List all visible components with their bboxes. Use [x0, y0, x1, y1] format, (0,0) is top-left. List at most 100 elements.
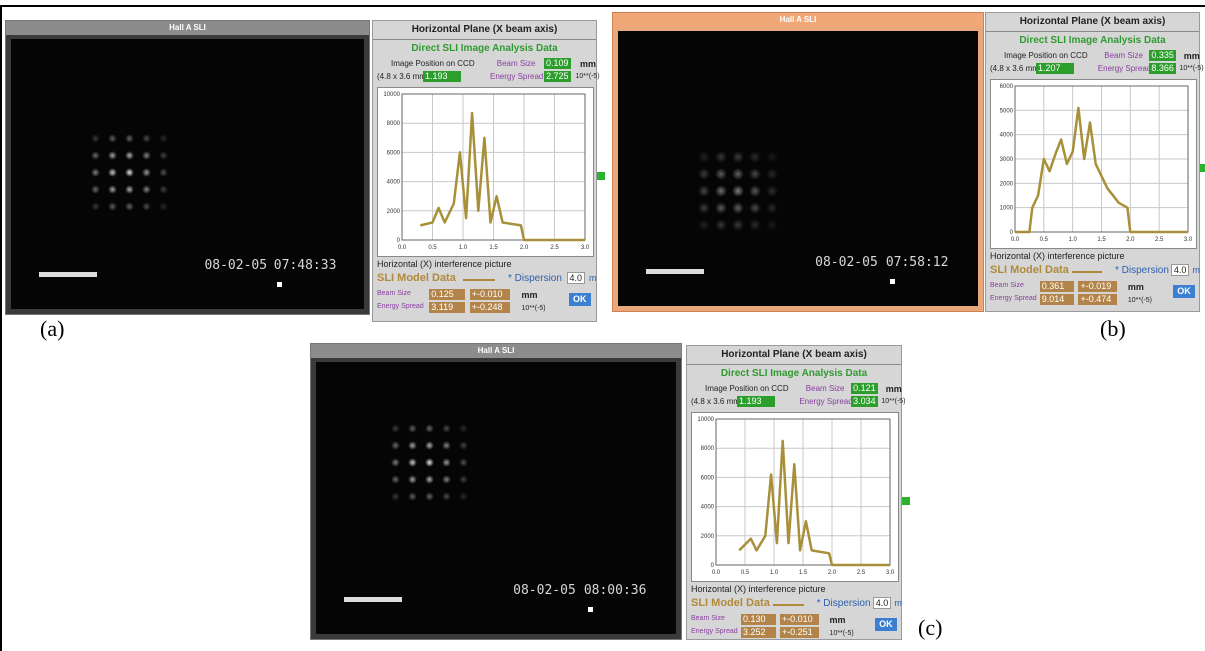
interference-spot [698, 168, 710, 180]
image-position-label: Image Position on CCD [391, 59, 475, 68]
camera-window: Hall A SLI08-02-0508:00:36 [310, 343, 682, 640]
model-energy-value: 3.252 [741, 627, 776, 638]
dispersion-value: 4.0 [567, 272, 586, 284]
model-energy-label: Energy Spread [377, 303, 424, 310]
interference-spot [91, 134, 100, 143]
model-line [1072, 271, 1102, 273]
interference-spot [749, 151, 761, 163]
panel-title: Horizontal Plane (X beam axis) [986, 16, 1199, 32]
x-tick-label: 2.0 [520, 245, 529, 251]
interference-spot [391, 458, 400, 467]
model-energy-unit: 10**(-5) [1128, 297, 1152, 304]
x-tick-label: 2.5 [857, 570, 866, 576]
y-tick-label: 3000 [1000, 157, 1014, 163]
interference-spot [442, 458, 451, 467]
energy-spread-value: 3.034 [851, 396, 878, 407]
dispersion-label: * Dispersion [508, 273, 562, 284]
model-beam-size-value: 0.130 [741, 614, 776, 625]
x-tick-label: 1.5 [489, 245, 498, 251]
time-stamp: 07:48:33 [274, 258, 337, 273]
interference-spot [442, 424, 451, 433]
model-beam-size-value: 0.361 [1040, 281, 1074, 292]
x-tick-label: 1.0 [1068, 237, 1077, 243]
image-position-label: Image Position on CCD [705, 384, 789, 393]
interference-spot [766, 202, 778, 214]
energy-spread-label: Energy Spread [1098, 64, 1151, 73]
x-tick-label: 1.5 [799, 570, 808, 576]
beam-size-unit: mm [1184, 51, 1200, 61]
y-tick-label: 0 [397, 238, 401, 244]
model-beam-size-unit: mm [522, 290, 538, 300]
interference-curve [420, 113, 585, 240]
interference-spot [442, 475, 451, 484]
status-indicator [597, 172, 605, 180]
direct-title: Direct SLI Image Analysis Data [373, 43, 596, 54]
interference-spot [442, 492, 451, 501]
model-energy-label: Energy Spread [691, 628, 738, 635]
interference-spot [766, 151, 778, 163]
model-energy-unit: 10**(-5) [830, 630, 854, 637]
interference-spot [425, 424, 434, 433]
interference-spot [91, 185, 100, 194]
x-tick-label: 2.0 [828, 570, 837, 576]
model-beam-size-error: +-0.010 [780, 614, 819, 625]
interference-spot [408, 441, 417, 450]
image-position-value: 1.193 [423, 71, 461, 82]
marker [890, 279, 895, 284]
interference-spot [108, 185, 117, 194]
y-tick-label: 10000 [697, 417, 714, 423]
x-tick-label: 1.5 [1097, 237, 1106, 243]
x-tick-label: 0.0 [398, 245, 407, 251]
interference-spot [391, 441, 400, 450]
marker [277, 282, 282, 287]
energy-unit: 10**(-5) [576, 73, 600, 80]
energy-spread-label: Energy Spread [490, 72, 543, 81]
energy-unit: 10**(-5) [1180, 65, 1204, 72]
interference-spot [408, 424, 417, 433]
x-tick-label: 0.5 [428, 245, 437, 251]
interference-spot [698, 202, 710, 214]
interference-spot [408, 458, 417, 467]
x-tick-label: 2.5 [1155, 237, 1164, 243]
interference-spot [391, 424, 400, 433]
ccd-size: (4.8 x 3.6 mm) [377, 72, 429, 81]
interference-spot [749, 168, 761, 180]
model-beam-size-unit: mm [830, 615, 846, 625]
dispersion-value: 4.0 [873, 597, 892, 609]
interference-spot [125, 185, 134, 194]
y-tick-label: 8000 [387, 121, 401, 127]
ccd-size: (4.8 x 3.6 mm) [990, 64, 1042, 73]
interference-spot [715, 202, 727, 214]
y-tick-label: 4000 [701, 505, 715, 511]
x-tick-label: 0.0 [712, 570, 721, 576]
energy-spread-label: Energy Spread [799, 397, 852, 406]
model-beam-size-label: Beam Size [377, 290, 411, 297]
panel-label: (a) [40, 316, 64, 342]
energy-unit: 10**(-5) [881, 398, 905, 405]
time-stamp: 07:58:12 [886, 255, 949, 270]
model-energy-error: +-0.474 [1078, 294, 1117, 305]
model-beam-size-error: +-0.010 [470, 289, 511, 300]
beam-size-value: 0.121 [851, 383, 878, 394]
plot-caption: Horizontal (X) interference picture [377, 259, 512, 269]
x-tick-label: 3.0 [1184, 237, 1193, 243]
interference-spot [425, 492, 434, 501]
direct-title: Direct SLI Image Analysis Data [986, 35, 1199, 46]
interference-spot [91, 151, 100, 160]
interference-spot [698, 151, 710, 163]
model-energy-error: +-0.251 [780, 627, 819, 638]
model-line [463, 279, 495, 281]
dispersion-unit: m [1192, 265, 1200, 275]
ok-button[interactable]: OK [875, 618, 897, 631]
interference-spot [91, 168, 100, 177]
interference-spot [159, 134, 168, 143]
ok-button[interactable]: OK [569, 293, 591, 306]
interference-curve [739, 441, 890, 565]
interference-spot [459, 441, 468, 450]
image-position-value: 1.193 [737, 396, 775, 407]
ok-button[interactable]: OK [1173, 285, 1195, 298]
energy-spread-value: 8.366 [1149, 63, 1176, 74]
